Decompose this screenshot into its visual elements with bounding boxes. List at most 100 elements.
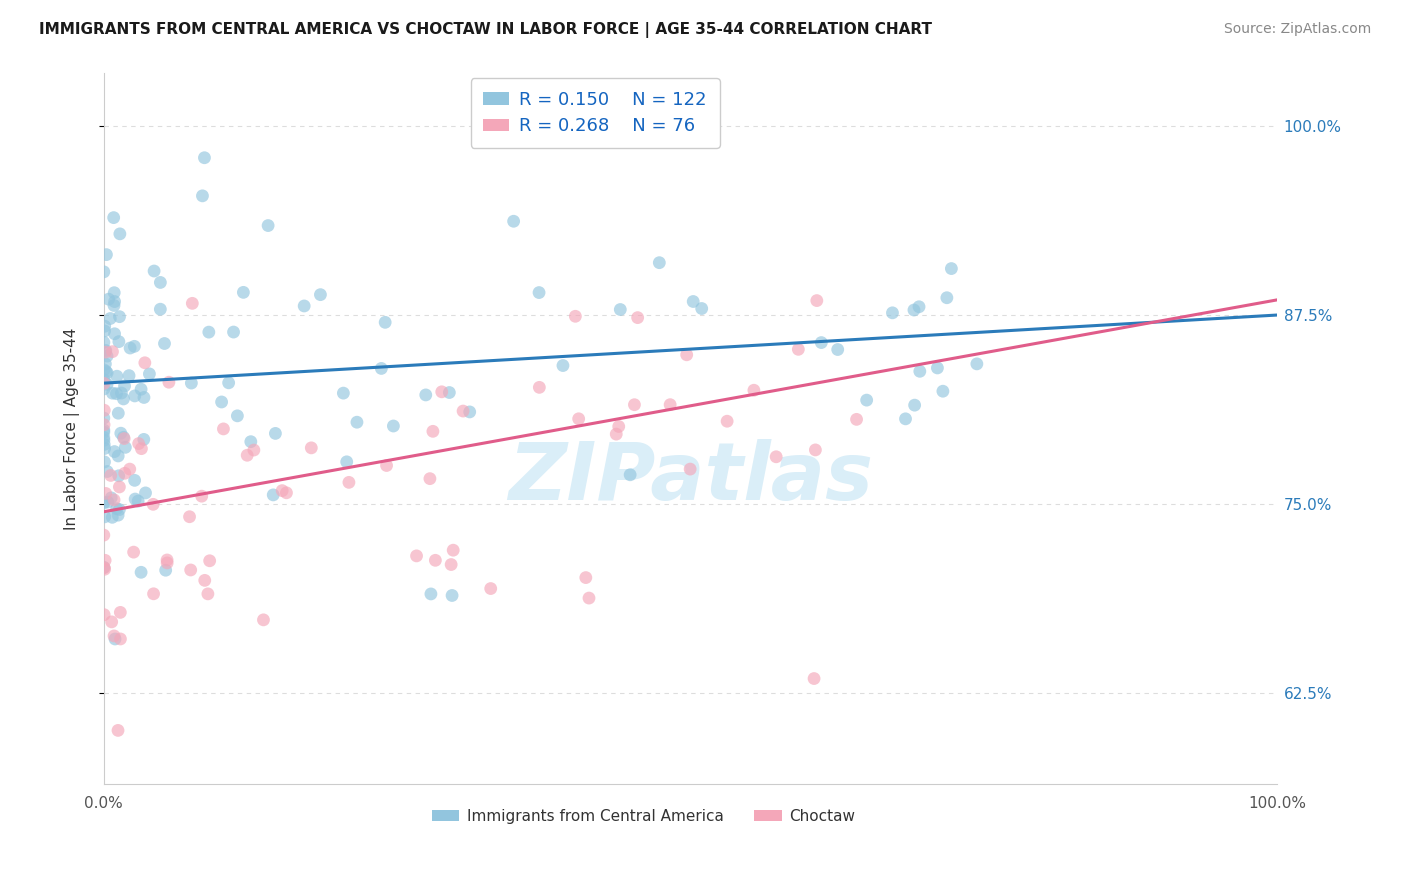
Point — [458, 405, 481, 419]
Point — [96, 349, 118, 363]
Point — [134, 356, 156, 370]
Point — [96, 366, 118, 380]
Point — [198, 325, 221, 339]
Point — [124, 389, 146, 403]
Point — [440, 558, 463, 572]
Point — [114, 441, 136, 455]
Point — [218, 376, 240, 390]
Point — [94, 553, 117, 567]
Point — [441, 543, 464, 558]
Point — [153, 336, 176, 351]
Point — [648, 255, 671, 269]
Point — [114, 467, 136, 481]
Point — [100, 468, 122, 483]
Point — [108, 334, 131, 349]
Point — [114, 379, 136, 393]
Point — [132, 391, 155, 405]
Point — [193, 151, 215, 165]
Point — [96, 377, 118, 392]
Point — [332, 386, 354, 401]
Point — [93, 442, 115, 456]
Point — [935, 291, 957, 305]
Point — [142, 587, 165, 601]
Point — [194, 574, 217, 588]
Point — [97, 495, 120, 509]
Point — [239, 434, 262, 449]
Point — [96, 465, 118, 479]
Point — [806, 293, 828, 308]
Point — [103, 294, 125, 309]
Point — [93, 560, 115, 574]
Point — [93, 417, 115, 432]
Point — [827, 343, 849, 357]
Point — [120, 341, 142, 355]
Point — [226, 409, 249, 423]
Point — [103, 629, 125, 643]
Point — [180, 563, 202, 577]
Point — [142, 497, 165, 511]
Point — [124, 491, 146, 506]
Point — [299, 441, 322, 455]
Point — [110, 606, 132, 620]
Point — [93, 496, 115, 510]
Point — [529, 380, 551, 394]
Point — [107, 406, 129, 420]
Point — [198, 554, 221, 568]
Point — [262, 488, 284, 502]
Point — [197, 587, 219, 601]
Point — [93, 376, 115, 391]
Point — [107, 449, 129, 463]
Point — [127, 494, 149, 508]
Point — [101, 344, 124, 359]
Point — [129, 382, 152, 396]
Point — [93, 434, 115, 448]
Point — [97, 292, 120, 306]
Point — [94, 345, 117, 359]
Point — [908, 364, 931, 378]
Point — [112, 432, 135, 446]
Y-axis label: In Labor Force | Age 35-44: In Labor Force | Age 35-44 — [65, 327, 80, 530]
Point — [103, 298, 125, 312]
Point — [110, 426, 132, 441]
Point — [564, 310, 586, 324]
Point — [128, 436, 150, 450]
Point — [908, 300, 931, 314]
Point — [191, 189, 214, 203]
Point — [346, 415, 368, 429]
Point — [156, 553, 179, 567]
Point — [93, 373, 115, 387]
Point — [129, 566, 152, 580]
Point — [101, 386, 124, 401]
Text: IMMIGRANTS FROM CENTRAL AMERICA VS CHOCTAW IN LABOR FORCE | AGE 35-44 CORRELATIO: IMMIGRANTS FROM CENTRAL AMERICA VS CHOCT… — [39, 22, 932, 38]
Point — [690, 301, 713, 316]
Point — [155, 563, 177, 577]
Point — [93, 324, 115, 338]
Point — [804, 442, 827, 457]
Point — [190, 489, 212, 503]
Point — [107, 468, 129, 483]
Point — [336, 455, 359, 469]
Point — [118, 462, 141, 476]
Point — [607, 419, 630, 434]
Point — [94, 364, 117, 378]
Point — [337, 475, 360, 490]
Point — [568, 412, 591, 426]
Point — [98, 311, 121, 326]
Legend: Immigrants from Central America, Choctaw: Immigrants from Central America, Choctaw — [426, 803, 862, 830]
Point — [309, 287, 332, 301]
Point — [181, 296, 204, 310]
Point — [894, 412, 917, 426]
Point — [222, 325, 245, 339]
Point — [575, 571, 598, 585]
Point — [156, 556, 179, 570]
Point — [415, 388, 437, 402]
Point — [527, 285, 550, 300]
Point — [105, 386, 128, 401]
Point — [124, 339, 146, 353]
Point — [419, 587, 441, 601]
Point — [108, 480, 131, 494]
Point — [105, 501, 128, 516]
Point — [765, 450, 787, 464]
Point — [93, 265, 115, 279]
Point — [100, 615, 122, 629]
